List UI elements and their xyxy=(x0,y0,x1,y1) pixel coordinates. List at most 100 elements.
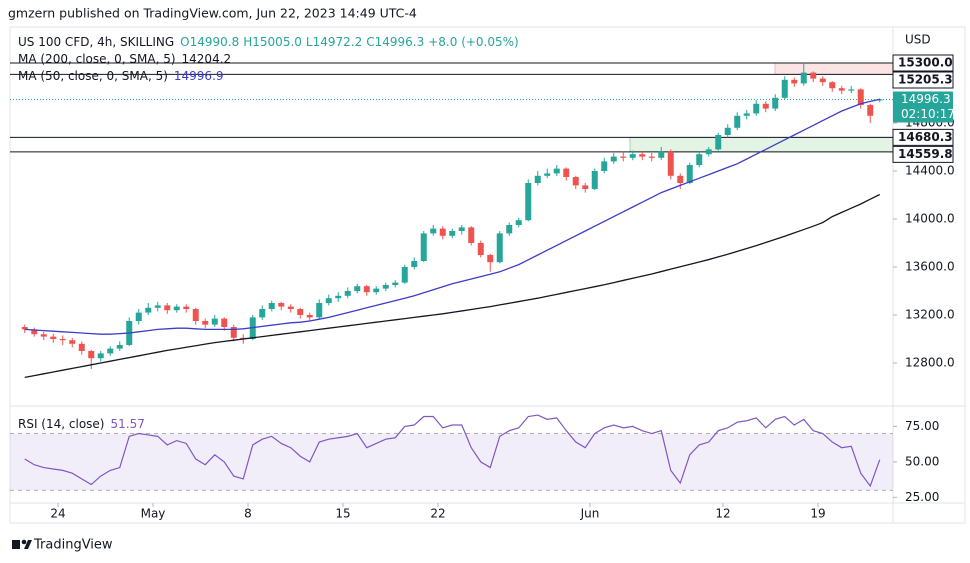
ohlc-open: O14990.8 xyxy=(180,35,239,49)
candle-body xyxy=(221,318,228,327)
candle-body xyxy=(145,307,152,313)
ma200-legend: MA (200, close, 0, SMA, 5) 14204.2 xyxy=(18,52,231,66)
level-label-box xyxy=(892,145,954,163)
countdown-label: 02:10:17 xyxy=(901,107,955,121)
candle-body xyxy=(857,89,864,105)
candle-body xyxy=(553,168,560,174)
y-tick-label: 25.00 xyxy=(905,490,939,504)
candle-body xyxy=(449,231,456,236)
plot-layer: 12800.013200.013600.014000.014400.014800… xyxy=(10,54,955,521)
x-tick-label: Jun xyxy=(580,507,600,521)
candle-body xyxy=(639,154,646,157)
candle-body xyxy=(572,177,579,186)
candle-body xyxy=(677,175,684,183)
candle-body xyxy=(468,227,475,243)
candle-body xyxy=(743,113,750,116)
level-label-box xyxy=(892,128,954,146)
candle-body xyxy=(601,161,608,171)
level-label: 15205.3 xyxy=(898,73,953,87)
candle-body xyxy=(487,255,494,263)
candle-body xyxy=(335,295,342,299)
level-label: 14559.8 xyxy=(898,147,953,161)
candle-body xyxy=(762,103,769,109)
candle-body xyxy=(591,171,598,189)
candle-body xyxy=(401,267,408,283)
candle-body xyxy=(21,327,28,330)
candle-body xyxy=(838,88,845,91)
candle-body xyxy=(430,228,437,234)
candle-body xyxy=(686,165,693,183)
logo-shape xyxy=(21,539,27,545)
candle-body xyxy=(31,329,38,335)
candle-body xyxy=(819,78,826,83)
candle-body xyxy=(69,340,76,344)
y-tick-label: 50.00 xyxy=(905,454,939,468)
x-tick-label: 12 xyxy=(715,507,730,521)
candle-body xyxy=(800,72,807,84)
candle-body xyxy=(297,309,304,315)
candle-body xyxy=(363,286,370,293)
candle-body xyxy=(658,151,665,158)
candle-body xyxy=(278,303,285,307)
candle-body xyxy=(107,348,114,354)
y-tick-label: 14400.0 xyxy=(905,164,955,178)
candle-body xyxy=(164,305,171,311)
candle-body xyxy=(629,154,636,158)
x-tick-label: 8 xyxy=(244,507,252,521)
candle-body xyxy=(525,183,532,221)
candle-body xyxy=(810,72,817,79)
candle-body xyxy=(392,282,399,285)
logo-shape xyxy=(12,540,20,549)
legend-value: 51.57 xyxy=(110,417,144,431)
candle-body xyxy=(78,343,85,351)
candle-body xyxy=(183,306,190,309)
candle-body xyxy=(610,156,617,162)
candle-body xyxy=(135,312,142,321)
level-label: 14680.3 xyxy=(898,130,953,144)
y-tick-label: 13200.0 xyxy=(905,308,955,322)
candle-body xyxy=(354,286,361,291)
candle-body xyxy=(202,321,209,325)
candle-body xyxy=(40,334,47,337)
candle-body xyxy=(458,227,465,231)
legend-label: MA (200, close, 0, SMA, 5) xyxy=(18,52,176,66)
symbol-legend: US 100 CFD, 4h, SKILLING O14990.8 H15005.0… xyxy=(18,35,519,49)
symbol-title: US 100 CFD, 4h, SKILLING xyxy=(18,35,174,49)
x-tick-label: 19 xyxy=(810,507,825,521)
candle-body xyxy=(705,149,712,155)
ma50-legend: MA (50, close, 0, SMA, 5) 14996.9 xyxy=(18,69,224,83)
legend-label: MA (50, close, 0, SMA, 5) xyxy=(18,69,168,83)
x-tick-label: May xyxy=(141,507,166,521)
logo-shape xyxy=(24,540,32,549)
candle-body xyxy=(620,156,627,158)
candle-body xyxy=(515,220,522,225)
candle-body xyxy=(420,233,427,261)
candle-body xyxy=(287,306,294,309)
candle-body xyxy=(715,135,722,150)
candle-body xyxy=(173,306,180,311)
candle-body xyxy=(772,97,779,109)
ohlc-close: C14996.3 xyxy=(366,35,424,49)
price-label-box xyxy=(893,91,953,123)
candle-body xyxy=(325,298,332,303)
y-tick-label: 12800.0 xyxy=(905,356,955,370)
candle-body xyxy=(88,351,95,359)
level-label: 15300.0 xyxy=(898,56,953,70)
candle-body xyxy=(582,185,589,189)
y-tick-label: 14000.0 xyxy=(905,212,955,226)
candle-body xyxy=(563,168,570,177)
rsi-line xyxy=(24,414,881,488)
candle-body xyxy=(411,261,418,267)
rsi-legend: RSI (14, close) 51.57 xyxy=(18,417,145,431)
footer-brand: TradingView xyxy=(33,538,113,553)
candle-body xyxy=(506,225,513,234)
ohlc-high: H15005.0 xyxy=(243,35,302,49)
legend-value: 14204.2 xyxy=(182,52,232,66)
x-tick-label: 15 xyxy=(335,507,350,521)
candle-body xyxy=(753,103,760,114)
candle-body xyxy=(734,115,741,128)
candle-body xyxy=(544,173,551,176)
candle-body xyxy=(496,233,503,263)
candle-body xyxy=(667,151,674,176)
